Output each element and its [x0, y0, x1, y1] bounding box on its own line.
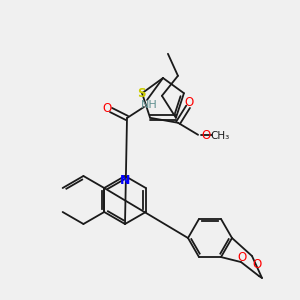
Text: NH: NH	[141, 100, 158, 110]
Text: O: O	[237, 250, 247, 264]
Text: O: O	[201, 129, 211, 142]
Text: CH₃: CH₃	[210, 131, 230, 141]
Text: O: O	[184, 96, 194, 109]
Text: O: O	[252, 259, 262, 272]
Text: N: N	[120, 175, 130, 188]
Text: S: S	[137, 87, 145, 100]
Text: O: O	[102, 101, 112, 115]
